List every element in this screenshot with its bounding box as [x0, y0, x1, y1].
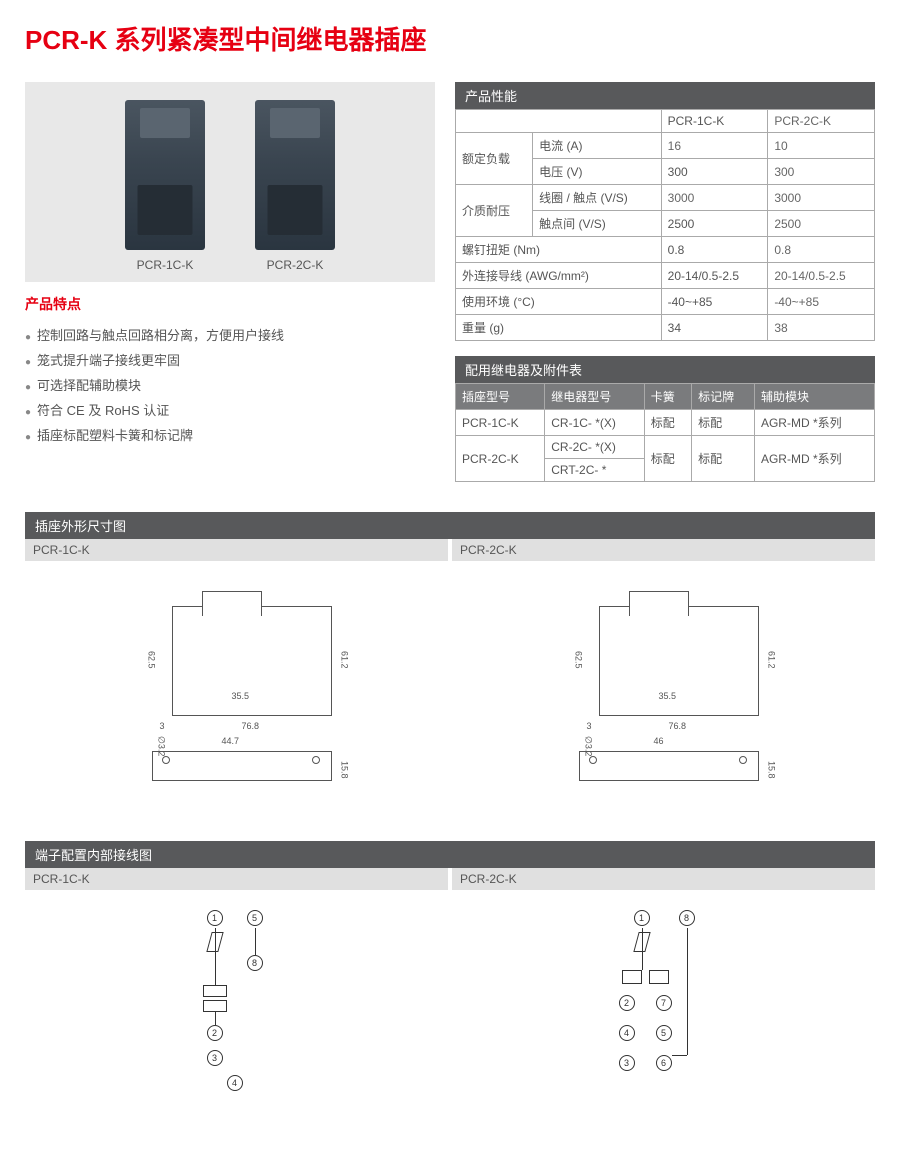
- product-photo-area: PCR-1C-K PCR-2C-K: [25, 82, 435, 282]
- dim-diagram-1: 62.5 61.2 35.5 76.8 3 44.7 15.8 ∅3.2: [25, 561, 448, 821]
- product-label-1: PCR-1C-K: [137, 258, 194, 272]
- table-row: PCR-2C-KCR-2C- *(X)标配标配AGR-MD *系列: [456, 436, 875, 459]
- feature-item: 控制回路与触点回路相分离，方便用户接线: [25, 322, 435, 347]
- product-image-1: PCR-1C-K: [125, 100, 205, 272]
- left-column: PCR-1C-K PCR-2C-K 产品特点 控制回路与触点回路相分离，方便用户…: [25, 82, 435, 482]
- product-render-2: [255, 100, 335, 250]
- accessory-table: 插座型号继电器型号卡簧标记牌辅助模块 PCR-1C-KCR-1C- *(X)标配…: [455, 383, 875, 482]
- top-section: PCR-1C-K PCR-2C-K 产品特点 控制回路与触点回路相分离，方便用户…: [25, 82, 875, 482]
- table-row: PCR-1C-K PCR-2C-K: [456, 110, 875, 133]
- table-row: PCR-1C-KCR-1C- *(X)标配标配AGR-MD *系列: [456, 410, 875, 436]
- table-row: 螺钉扭矩 (Nm) 0.8 0.8: [456, 237, 875, 263]
- spec-table: PCR-1C-K PCR-2C-K 额定负载 电流 (A) 16 10 电压 (…: [455, 109, 875, 341]
- product-label-2: PCR-2C-K: [267, 258, 324, 272]
- wiring-diagram-1: 1 5 8 2 3 4: [25, 890, 448, 1110]
- table-row: 插座型号继电器型号卡簧标记牌辅助模块: [456, 384, 875, 410]
- dimension-section: 插座外形尺寸图 PCR-1C-K 62.5 61.2 35.5 76.8 3: [25, 512, 875, 821]
- product-render-1: [125, 100, 205, 250]
- dim-label-2: PCR-2C-K: [452, 539, 875, 561]
- features-list: 控制回路与触点回路相分离，方便用户接线 笼式提升端子接线更牢固 可选择配辅助模块…: [25, 322, 435, 447]
- table-row: 额定负载 电流 (A) 16 10: [456, 133, 875, 159]
- dim-label-1: PCR-1C-K: [25, 539, 448, 561]
- feature-item: 插座标配塑料卡簧和标记牌: [25, 422, 435, 447]
- table-row: 重量 (g) 34 38: [456, 315, 875, 341]
- wiring-section: 端子配置内部接线图 PCR-1C-K 1 5 8 2 3 4: [25, 841, 875, 1110]
- wiring-label-2: PCR-2C-K: [452, 868, 875, 890]
- dim-left: PCR-1C-K 62.5 61.2 35.5 76.8 3: [25, 539, 448, 821]
- col-header: PCR-1C-K: [661, 110, 768, 133]
- dim-right: PCR-2C-K 62.5 61.2 35.5 76.8 3: [452, 539, 875, 821]
- accessory-table-block: 配用继电器及附件表 插座型号继电器型号卡簧标记牌辅助模块 PCR-1C-KCR-…: [455, 356, 875, 482]
- acc-header: 配用继电器及附件表: [455, 356, 875, 383]
- product-image-2: PCR-2C-K: [255, 100, 335, 272]
- feature-item: 笼式提升端子接线更牢固: [25, 347, 435, 372]
- wiring-right: PCR-2C-K 1 8 2 7 4 5 3 6: [452, 868, 875, 1110]
- table-row: 外连接导线 (AWG/mm²) 20-14/0.5-2.5 20-14/0.5-…: [456, 263, 875, 289]
- table-row: 使用环境 (°C) -40~+85 -40~+85: [456, 289, 875, 315]
- features-heading: 产品特点: [25, 294, 435, 314]
- spec-header: 产品性能: [455, 82, 875, 109]
- wiring-header: 端子配置内部接线图: [25, 841, 875, 868]
- dim-header: 插座外形尺寸图: [25, 512, 875, 539]
- wiring-diagram-2: 1 8 2 7 4 5 3 6: [452, 890, 875, 1110]
- page-title: PCR-K 系列紧凑型中间继电器插座: [25, 20, 875, 57]
- right-column: 产品性能 PCR-1C-K PCR-2C-K 额定负载 电流 (A) 16 10…: [455, 82, 875, 482]
- feature-item: 符合 CE 及 RoHS 认证: [25, 397, 435, 422]
- wiring-left: PCR-1C-K 1 5 8 2 3 4: [25, 868, 448, 1110]
- feature-item: 可选择配辅助模块: [25, 372, 435, 397]
- col-header: PCR-2C-K: [768, 110, 875, 133]
- dim-diagram-2: 62.5 61.2 35.5 76.8 3 46 15.8 ∅3.2: [452, 561, 875, 821]
- wiring-label-1: PCR-1C-K: [25, 868, 448, 890]
- table-row: 介质耐压 线圈 / 触点 (V/S) 3000 3000: [456, 185, 875, 211]
